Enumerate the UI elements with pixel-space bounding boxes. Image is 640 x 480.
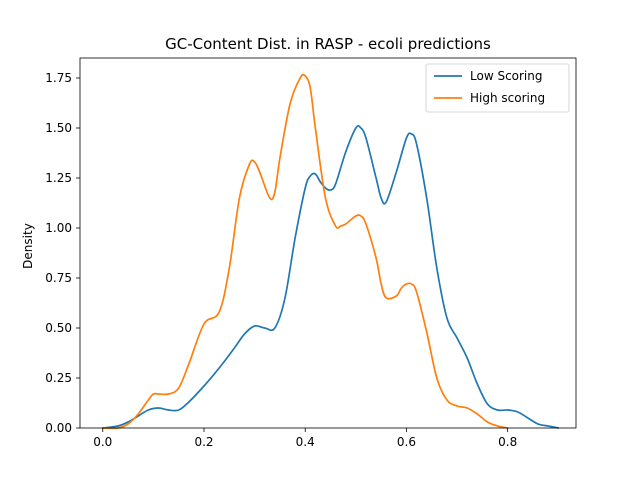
y-axis-label: Density [21,223,35,269]
y-tick-label: 0.50 [45,321,72,335]
ticks-layer: 0.0 0.2 0.4 0.6 0.8 0.00 0.25 0.50 0.75 1.00 1.25 1… [45,71,517,449]
series-line-high-scoring [101,73,509,430]
legend-label-high-scoring: High scoring [470,91,545,105]
x-tick-label: 0.2 [194,435,213,449]
chart-title: GC-Content Dist. in RASP - ecoli predict… [165,35,491,53]
legend-label-low-scoring: Low Scoring [470,69,543,83]
y-tick-label: 1.00 [45,221,72,235]
x-tick-label: 0.8 [498,435,517,449]
series-line-low-scoring [101,124,560,429]
x-tick-label: 0.6 [397,435,416,449]
y-tick-label: 0.00 [45,421,72,435]
y-tick-label: 1.75 [45,71,72,85]
series-layer [101,73,560,430]
legend: Low Scoring High scoring [425,63,570,113]
y-tick-label: 1.25 [45,171,72,185]
y-tick-label: 1.50 [45,121,72,135]
x-tick-label: 0.0 [93,435,112,449]
plot-frame [79,57,577,429]
x-tick-label: 0.4 [296,435,315,449]
y-tick-label: 0.75 [45,271,72,285]
y-tick-label: 0.25 [45,371,72,385]
